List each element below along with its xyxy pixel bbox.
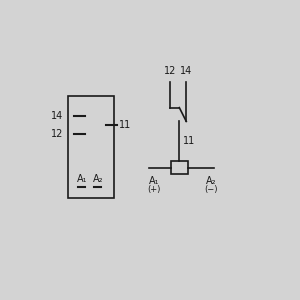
Text: 11: 11 [183, 136, 195, 146]
Text: (+): (+) [147, 185, 160, 194]
Text: 14: 14 [180, 66, 192, 76]
Text: 14: 14 [51, 111, 63, 121]
Bar [68, 96, 114, 198]
Text: A₁: A₁ [76, 174, 87, 184]
Text: 12: 12 [164, 66, 176, 76]
Text: (−): (−) [205, 185, 218, 194]
Bar [171, 161, 188, 174]
Text: 11: 11 [119, 120, 131, 130]
Text: A₁: A₁ [148, 176, 159, 186]
Text: 12: 12 [51, 129, 63, 139]
Text: A₂: A₂ [93, 174, 103, 184]
Text: A₂: A₂ [206, 176, 217, 186]
